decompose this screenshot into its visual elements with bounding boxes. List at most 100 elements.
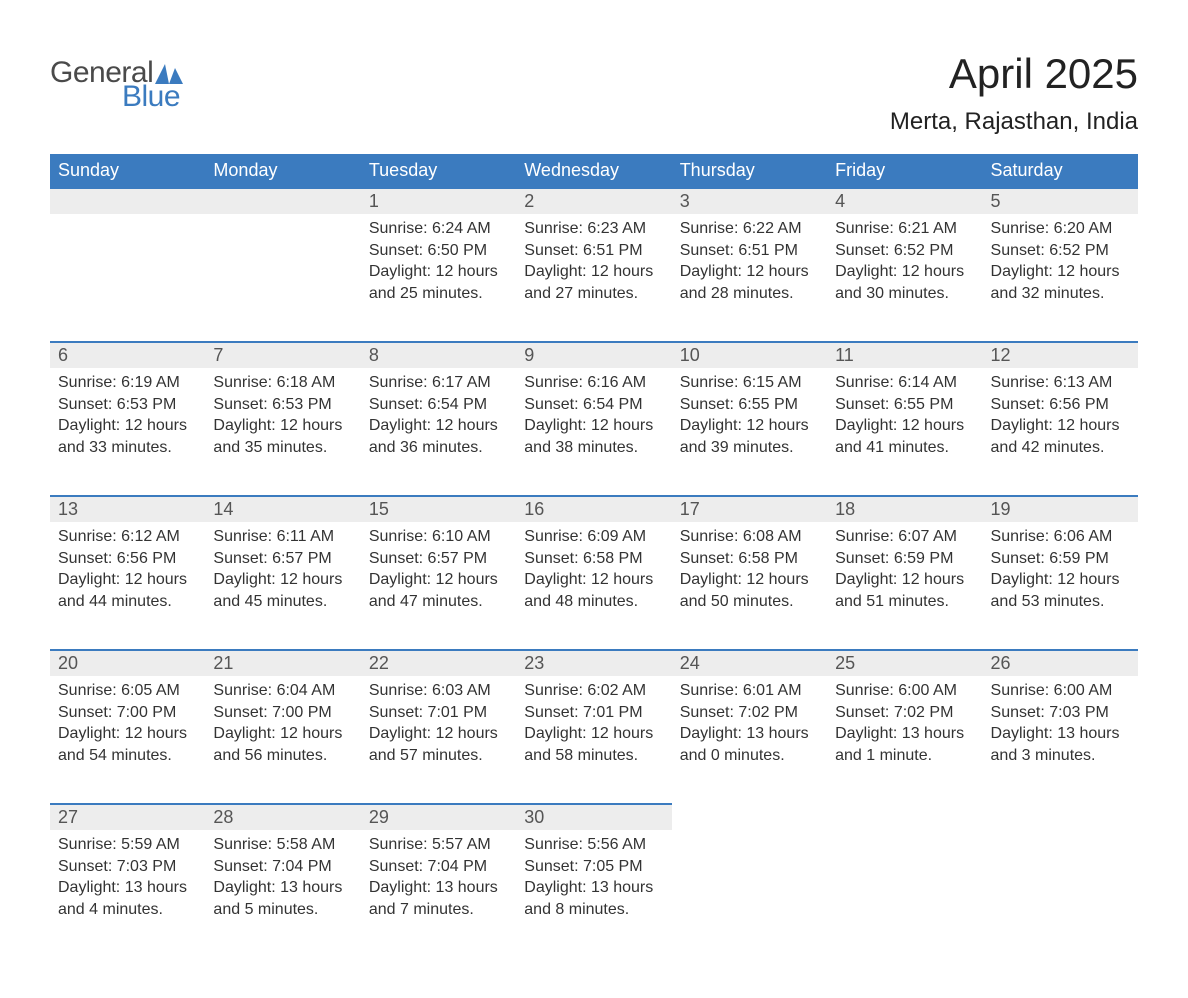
day-daylight2: and 0 minutes.: [680, 745, 819, 767]
weekday-header: Thursday: [672, 154, 827, 188]
day-daylight1: Daylight: 12 hours: [524, 261, 663, 283]
day-sunset: Sunset: 6:54 PM: [369, 394, 508, 416]
day-sunrise: Sunrise: 6:12 AM: [58, 526, 197, 548]
day-sunset: Sunset: 6:52 PM: [835, 240, 974, 262]
day-cell: Sunrise: 6:10 AMSunset: 6:57 PMDaylight:…: [361, 522, 516, 650]
weekday-header: Tuesday: [361, 154, 516, 188]
day-daylight2: and 1 minute.: [835, 745, 974, 767]
day-daylight1: Daylight: 12 hours: [369, 569, 508, 591]
day-sunrise: Sunrise: 6:00 AM: [835, 680, 974, 702]
day-daylight1: Daylight: 13 hours: [213, 877, 352, 899]
day-daylight1: Daylight: 13 hours: [58, 877, 197, 899]
day-daylight1: Daylight: 12 hours: [58, 415, 197, 437]
day-number-cell: 10: [672, 342, 827, 368]
day-daylight1: Daylight: 12 hours: [680, 261, 819, 283]
day-sunrise: Sunrise: 6:11 AM: [213, 526, 352, 548]
daynum-row: 27282930: [50, 804, 1138, 830]
day-daylight1: Daylight: 12 hours: [369, 723, 508, 745]
day-sunset: Sunset: 7:00 PM: [58, 702, 197, 724]
day-sunset: Sunset: 7:04 PM: [213, 856, 352, 878]
day-number-cell: 9: [516, 342, 671, 368]
day-daylight2: and 5 minutes.: [213, 899, 352, 921]
day-sunset: Sunset: 6:57 PM: [369, 548, 508, 570]
day-number-cell: [205, 188, 360, 214]
day-sunrise: Sunrise: 6:01 AM: [680, 680, 819, 702]
day-cell: Sunrise: 6:22 AMSunset: 6:51 PMDaylight:…: [672, 214, 827, 342]
day-content-row: Sunrise: 5:59 AMSunset: 7:03 PMDaylight:…: [50, 830, 1138, 958]
day-sunset: Sunset: 6:56 PM: [58, 548, 197, 570]
day-cell: [50, 214, 205, 342]
day-number-cell: 13: [50, 496, 205, 522]
day-content-row: Sunrise: 6:05 AMSunset: 7:00 PMDaylight:…: [50, 676, 1138, 804]
day-sunrise: Sunrise: 5:57 AM: [369, 834, 508, 856]
day-daylight2: and 56 minutes.: [213, 745, 352, 767]
day-sunrise: Sunrise: 6:05 AM: [58, 680, 197, 702]
day-number-cell: 14: [205, 496, 360, 522]
day-daylight2: and 27 minutes.: [524, 283, 663, 305]
day-number-cell: [983, 804, 1138, 830]
day-sunrise: Sunrise: 6:16 AM: [524, 372, 663, 394]
logo-text-blue: Blue: [122, 82, 183, 112]
day-cell: Sunrise: 6:07 AMSunset: 6:59 PMDaylight:…: [827, 522, 982, 650]
day-sunset: Sunset: 6:55 PM: [680, 394, 819, 416]
day-sunset: Sunset: 7:04 PM: [369, 856, 508, 878]
day-sunset: Sunset: 7:02 PM: [680, 702, 819, 724]
day-cell: Sunrise: 6:04 AMSunset: 7:00 PMDaylight:…: [205, 676, 360, 804]
day-daylight2: and 44 minutes.: [58, 591, 197, 613]
day-number-cell: 27: [50, 804, 205, 830]
day-sunrise: Sunrise: 6:03 AM: [369, 680, 508, 702]
day-sunset: Sunset: 6:58 PM: [680, 548, 819, 570]
day-daylight1: Daylight: 12 hours: [524, 569, 663, 591]
day-cell: [827, 830, 982, 958]
day-sunrise: Sunrise: 6:13 AM: [991, 372, 1130, 394]
day-daylight2: and 54 minutes.: [58, 745, 197, 767]
day-daylight2: and 4 minutes.: [58, 899, 197, 921]
day-daylight2: and 58 minutes.: [524, 745, 663, 767]
day-number-cell: 19: [983, 496, 1138, 522]
day-daylight2: and 45 minutes.: [213, 591, 352, 613]
day-number-cell: 12: [983, 342, 1138, 368]
day-sunset: Sunset: 6:59 PM: [991, 548, 1130, 570]
calendar-page: General Blue April 2025 Merta, Rajasthan…: [0, 0, 1188, 998]
day-number-cell: 4: [827, 188, 982, 214]
day-daylight2: and 30 minutes.: [835, 283, 974, 305]
day-sunset: Sunset: 7:00 PM: [213, 702, 352, 724]
day-daylight1: Daylight: 12 hours: [835, 261, 974, 283]
day-daylight1: Daylight: 12 hours: [58, 569, 197, 591]
day-cell: Sunrise: 6:00 AMSunset: 7:02 PMDaylight:…: [827, 676, 982, 804]
day-cell: Sunrise: 6:09 AMSunset: 6:58 PMDaylight:…: [516, 522, 671, 650]
day-cell: Sunrise: 5:57 AMSunset: 7:04 PMDaylight:…: [361, 830, 516, 958]
day-sunrise: Sunrise: 6:22 AM: [680, 218, 819, 240]
day-cell: Sunrise: 6:05 AMSunset: 7:00 PMDaylight:…: [50, 676, 205, 804]
day-sunset: Sunset: 6:59 PM: [835, 548, 974, 570]
day-number-cell: 1: [361, 188, 516, 214]
day-cell: Sunrise: 6:18 AMSunset: 6:53 PMDaylight:…: [205, 368, 360, 496]
day-daylight2: and 48 minutes.: [524, 591, 663, 613]
day-daylight1: Daylight: 13 hours: [369, 877, 508, 899]
day-daylight1: Daylight: 12 hours: [369, 415, 508, 437]
day-sunrise: Sunrise: 6:10 AM: [369, 526, 508, 548]
day-number-cell: 7: [205, 342, 360, 368]
day-daylight2: and 32 minutes.: [991, 283, 1130, 305]
day-daylight1: Daylight: 13 hours: [524, 877, 663, 899]
day-sunset: Sunset: 7:03 PM: [991, 702, 1130, 724]
day-sunrise: Sunrise: 6:15 AM: [680, 372, 819, 394]
day-sunrise: Sunrise: 6:24 AM: [369, 218, 508, 240]
day-daylight2: and 38 minutes.: [524, 437, 663, 459]
day-daylight1: Daylight: 13 hours: [991, 723, 1130, 745]
day-cell: Sunrise: 6:11 AMSunset: 6:57 PMDaylight:…: [205, 522, 360, 650]
day-number-cell: 15: [361, 496, 516, 522]
page-header: General Blue April 2025 Merta, Rajasthan…: [50, 50, 1138, 136]
day-number-cell: 5: [983, 188, 1138, 214]
weekday-header: Wednesday: [516, 154, 671, 188]
day-daylight1: Daylight: 12 hours: [524, 723, 663, 745]
day-sunrise: Sunrise: 6:14 AM: [835, 372, 974, 394]
day-cell: Sunrise: 6:23 AMSunset: 6:51 PMDaylight:…: [516, 214, 671, 342]
day-cell: Sunrise: 6:00 AMSunset: 7:03 PMDaylight:…: [983, 676, 1138, 804]
day-sunrise: Sunrise: 6:17 AM: [369, 372, 508, 394]
day-cell: [983, 830, 1138, 958]
weekday-header: Monday: [205, 154, 360, 188]
day-cell: Sunrise: 6:01 AMSunset: 7:02 PMDaylight:…: [672, 676, 827, 804]
day-daylight2: and 41 minutes.: [835, 437, 974, 459]
day-sunset: Sunset: 6:56 PM: [991, 394, 1130, 416]
